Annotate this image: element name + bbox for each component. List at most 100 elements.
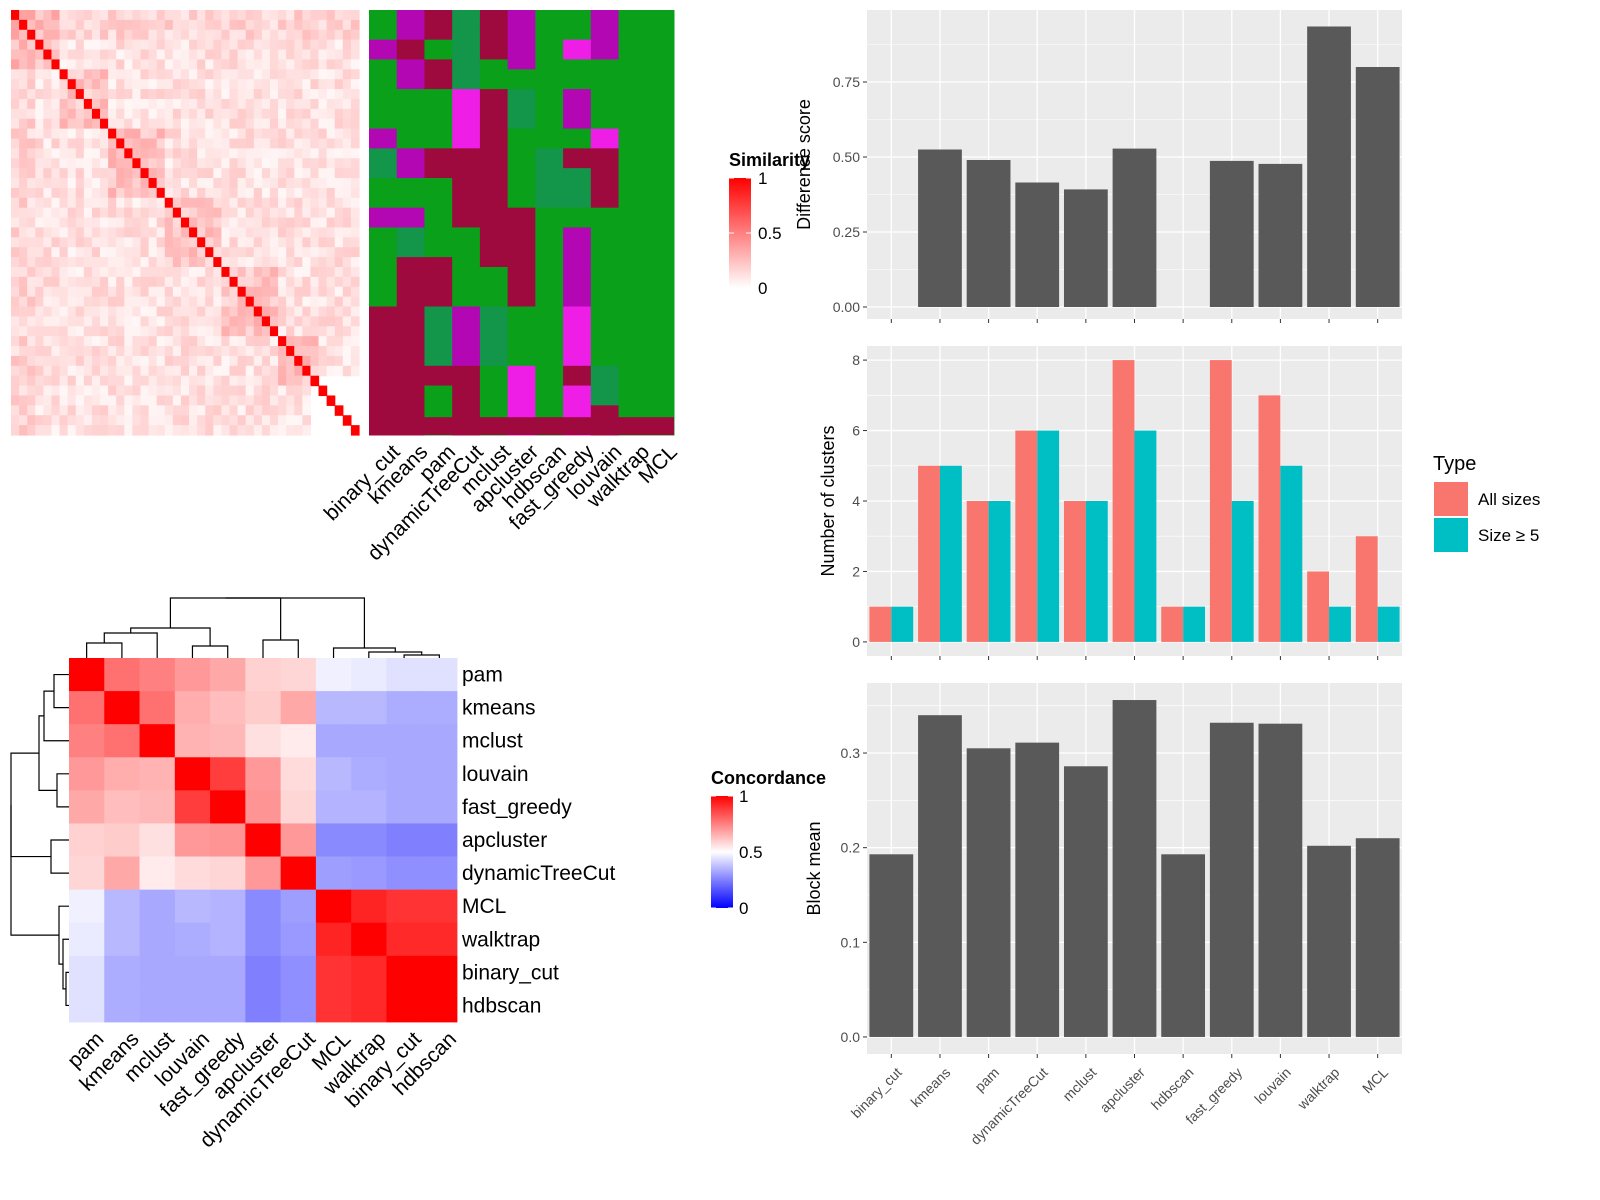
similarity-cell — [19, 385, 28, 397]
similarity-cell — [91, 375, 101, 387]
similarity-cell — [91, 227, 101, 238]
similarity-cell — [310, 108, 320, 120]
similarity-cell — [100, 266, 109, 278]
similarity-cell — [11, 59, 20, 70]
similarity-cell — [245, 257, 255, 268]
similarity-cell — [205, 178, 214, 189]
annotation-cell — [479, 207, 509, 268]
similarity-cell — [326, 346, 336, 357]
similarity-cell — [269, 237, 279, 248]
annotation-cell — [479, 306, 509, 367]
similarity-cell — [116, 108, 125, 120]
similarity-cell — [229, 138, 239, 149]
similarity-cell — [237, 346, 247, 357]
similarity-cell — [43, 187, 53, 199]
similarity-cell — [253, 69, 263, 80]
similarity-cell — [302, 39, 312, 51]
similarity-cell — [132, 29, 142, 41]
similarity-cell — [19, 98, 28, 110]
similarity-cell — [221, 276, 231, 288]
similarity-cell — [148, 405, 158, 416]
similarity-cell — [189, 79, 198, 90]
similarity-cell — [35, 227, 44, 238]
similarity-cell — [140, 118, 150, 130]
similarity-cell — [213, 98, 223, 110]
annotation-cell — [590, 148, 620, 209]
similarity-cell — [27, 276, 36, 288]
similarity-cell — [294, 49, 303, 61]
similarity-cell — [156, 296, 166, 308]
similarity-cell — [213, 39, 223, 51]
similarity-cell — [310, 266, 320, 278]
similarity-cell — [140, 98, 150, 110]
similarity-cell — [75, 385, 85, 397]
similarity-cell — [91, 108, 101, 120]
similarity-cell — [350, 168, 360, 179]
concordance-cell — [245, 658, 282, 692]
concordance-cell — [69, 988, 105, 1023]
similarity-cell — [140, 415, 150, 426]
similarity-cell — [294, 148, 303, 159]
similarity-cell — [221, 49, 231, 61]
similarity-cell — [148, 306, 158, 317]
similarity-cell — [148, 197, 158, 209]
similarity-cell — [180, 286, 190, 298]
similarity-cell — [342, 306, 352, 317]
similarity-cell — [189, 19, 198, 31]
similarity-cell — [132, 187, 142, 199]
similarity-cell — [334, 168, 344, 179]
similarity-cell — [19, 237, 28, 248]
similarity-cell — [318, 98, 328, 110]
similarity-cell — [294, 395, 303, 406]
similarity-cell — [59, 316, 69, 327]
similarity-cell — [350, 178, 360, 189]
similarity-cell — [237, 296, 247, 308]
similarity-cell — [245, 326, 255, 337]
similarity-cell — [132, 227, 142, 238]
similarity-cell — [91, 10, 101, 21]
similarity-cell — [59, 227, 69, 238]
similarity-cell — [180, 296, 190, 308]
similarity-cell — [67, 395, 77, 406]
similarity-cell — [278, 306, 287, 317]
similarity-cell — [205, 108, 214, 120]
similarity-cell — [197, 276, 206, 288]
annotation-cell — [424, 39, 453, 60]
similarity-cell — [229, 425, 239, 436]
similarity-cell — [229, 237, 239, 248]
similarity-cell — [302, 98, 312, 110]
similarity-cell — [91, 49, 101, 61]
annotation-cell — [507, 365, 536, 387]
similarity-cell — [27, 49, 36, 61]
similarity-cell — [318, 59, 328, 70]
similarity-cell — [278, 59, 287, 70]
similarity-cell — [261, 138, 271, 149]
similarity-cell — [302, 346, 312, 357]
similarity-cell — [245, 158, 255, 169]
similarity-cell — [164, 79, 174, 90]
similarity-cell — [334, 306, 344, 317]
similarity-cell — [180, 266, 190, 278]
similarity-cell — [116, 158, 125, 169]
similarity-cell — [205, 395, 214, 406]
concordance-cell — [386, 856, 423, 891]
annotation-cell — [618, 207, 647, 436]
similarity-cell — [237, 158, 247, 169]
annotation-cell — [452, 227, 481, 308]
similarity-cell — [334, 49, 344, 61]
similarity-cell — [302, 336, 312, 347]
similarity-cell — [132, 168, 142, 179]
similarity-cell — [261, 326, 271, 337]
similarity-cell — [326, 138, 336, 149]
similarity-cell — [19, 257, 28, 268]
similarity-cell — [83, 227, 93, 238]
column-dendrogram-link — [169, 597, 282, 640]
similarity-cell — [221, 69, 231, 80]
concordance-cell — [104, 955, 140, 990]
concordance-cell — [351, 823, 387, 857]
similarity-cell — [51, 138, 61, 149]
similarity-cell — [180, 148, 190, 159]
similarity-cell — [43, 355, 53, 367]
similarity-cell — [75, 98, 85, 110]
annotation-cell — [479, 266, 509, 308]
